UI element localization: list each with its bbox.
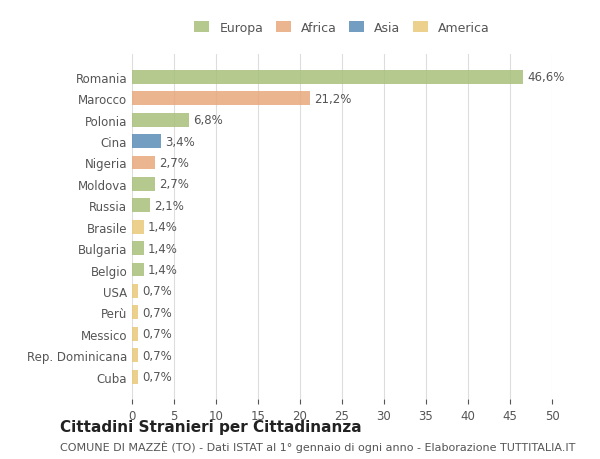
Text: 1,4%: 1,4% (148, 221, 178, 234)
Bar (132, 156, 155, 170)
Text: 46,6%: 46,6% (527, 71, 565, 84)
Bar (132, 71, 523, 84)
Text: 0,7%: 0,7% (142, 328, 172, 341)
Text: 6,8%: 6,8% (193, 114, 223, 127)
Text: 1,4%: 1,4% (148, 263, 178, 276)
Bar (132, 113, 189, 127)
Bar (132, 178, 155, 191)
Text: 0,7%: 0,7% (142, 370, 172, 383)
Text: 2,7%: 2,7% (159, 178, 189, 191)
Text: 0,7%: 0,7% (142, 306, 172, 319)
Bar (132, 241, 144, 256)
Legend: Europa, Africa, Asia, America: Europa, Africa, Asia, America (190, 17, 494, 39)
Text: 3,4%: 3,4% (165, 135, 194, 148)
Bar (132, 348, 138, 362)
Bar (132, 306, 138, 319)
Bar (132, 135, 161, 149)
Text: 2,1%: 2,1% (154, 199, 184, 213)
Text: 1,4%: 1,4% (148, 242, 178, 255)
Text: 0,7%: 0,7% (142, 285, 172, 298)
Bar (132, 284, 138, 298)
Bar (132, 370, 138, 384)
Bar (132, 199, 149, 213)
Text: 0,7%: 0,7% (142, 349, 172, 362)
Text: COMUNE DI MAZZÈ (TO) - Dati ISTAT al 1° gennaio di ogni anno - Elaborazione TUTT: COMUNE DI MAZZÈ (TO) - Dati ISTAT al 1° … (60, 440, 575, 452)
Bar (132, 220, 144, 234)
Bar (132, 92, 310, 106)
Text: 2,7%: 2,7% (159, 157, 189, 170)
Text: 21,2%: 21,2% (314, 93, 352, 106)
Bar (132, 327, 138, 341)
Bar (132, 263, 144, 277)
Text: Cittadini Stranieri per Cittadinanza: Cittadini Stranieri per Cittadinanza (60, 420, 362, 435)
